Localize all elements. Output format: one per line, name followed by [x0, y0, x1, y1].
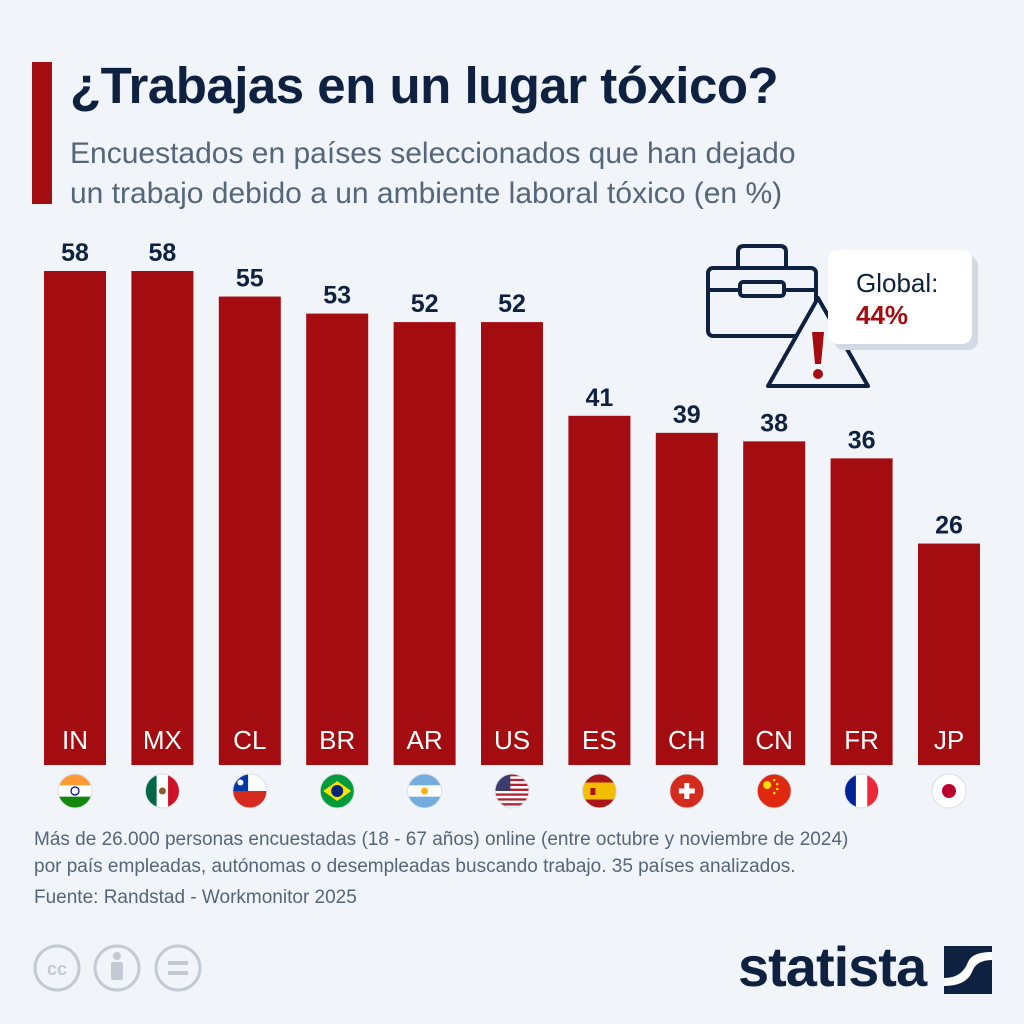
page-subtitle: Encuestados en países seleccionados que …	[70, 134, 970, 214]
cc-icon-glyph: cc	[47, 959, 67, 979]
subtitle-line-2: un trabajo debido a un ambiente laboral …	[70, 177, 783, 210]
japan-flag-icon	[931, 773, 967, 809]
bar-in	[44, 271, 106, 765]
statista-logo-text: statista	[738, 935, 927, 998]
bar-cn	[743, 441, 806, 765]
value-label-cl: 55	[236, 265, 264, 293]
value-label-in: 58	[61, 239, 89, 267]
mexico-flag-icon	[144, 773, 180, 809]
survey-note-line-2: por país empleadas, autónomas o desemple…	[34, 856, 796, 877]
value-label-es: 41	[585, 384, 613, 412]
value-label-jp: 26	[935, 512, 963, 540]
category-label-ar: AR	[407, 725, 443, 755]
category-label-in: IN	[62, 725, 88, 755]
france-flag-icon	[844, 773, 880, 809]
category-label-mx: MX	[143, 725, 182, 755]
survey-note: Más de 26.000 personas encuestadas (18 -…	[34, 826, 994, 880]
bar-mx	[131, 271, 194, 765]
value-label-mx: 58	[148, 239, 176, 267]
india-flag-icon	[57, 773, 93, 809]
no-derivatives-icon	[154, 944, 202, 992]
title-accent-bar	[32, 62, 52, 204]
bar-ar	[393, 322, 456, 765]
survey-note-line-1: Más de 26.000 personas encuestadas (18 -…	[34, 829, 849, 850]
category-label-fr: FR	[844, 725, 879, 755]
usa-flag-icon	[494, 773, 530, 809]
category-label-cl: CL	[233, 725, 266, 755]
bar-ch	[655, 432, 718, 765]
value-label-ch: 39	[673, 401, 701, 429]
china-flag-icon	[756, 773, 792, 809]
category-label-ch: CH	[668, 725, 706, 755]
value-label-ar: 52	[411, 290, 439, 318]
bar-us	[481, 322, 543, 765]
bar-fr	[830, 458, 893, 765]
cc-icon	[33, 944, 81, 992]
global-label: Global:	[856, 268, 939, 298]
brazil-flag-icon	[319, 773, 355, 809]
value-label-cn: 38	[760, 409, 788, 437]
chile-flag-icon	[232, 773, 268, 809]
statista-logo-mark	[944, 946, 992, 994]
category-label-es: ES	[582, 725, 617, 755]
value-label-fr: 36	[848, 426, 876, 454]
attribution-icon	[93, 944, 141, 992]
category-label-jp: JP	[934, 725, 964, 755]
bar-jp	[918, 543, 980, 765]
global-callout: Global: 44%	[828, 250, 972, 344]
category-label-cn: CN	[755, 725, 793, 755]
source-text: Fuente: Randstad - Workmonitor 2025	[34, 887, 357, 908]
subtitle-line-1: Encuestados en países seleccionados que …	[70, 137, 796, 170]
bar-cl	[218, 296, 281, 765]
category-label-br: BR	[319, 725, 355, 755]
briefcase-icon	[706, 244, 818, 338]
value-label-br: 53	[323, 282, 351, 310]
global-value: 44%	[856, 300, 909, 330]
page-title: ¿Trabajas en un lugar tóxico?	[70, 57, 779, 114]
spain-flag-icon	[581, 773, 617, 809]
value-label-us: 52	[498, 290, 526, 318]
argentina-flag-icon	[407, 773, 443, 809]
bar-br	[306, 313, 369, 765]
bar-es	[568, 415, 631, 765]
switzerland-flag-icon	[669, 773, 705, 809]
category-label-us: US	[494, 725, 530, 755]
